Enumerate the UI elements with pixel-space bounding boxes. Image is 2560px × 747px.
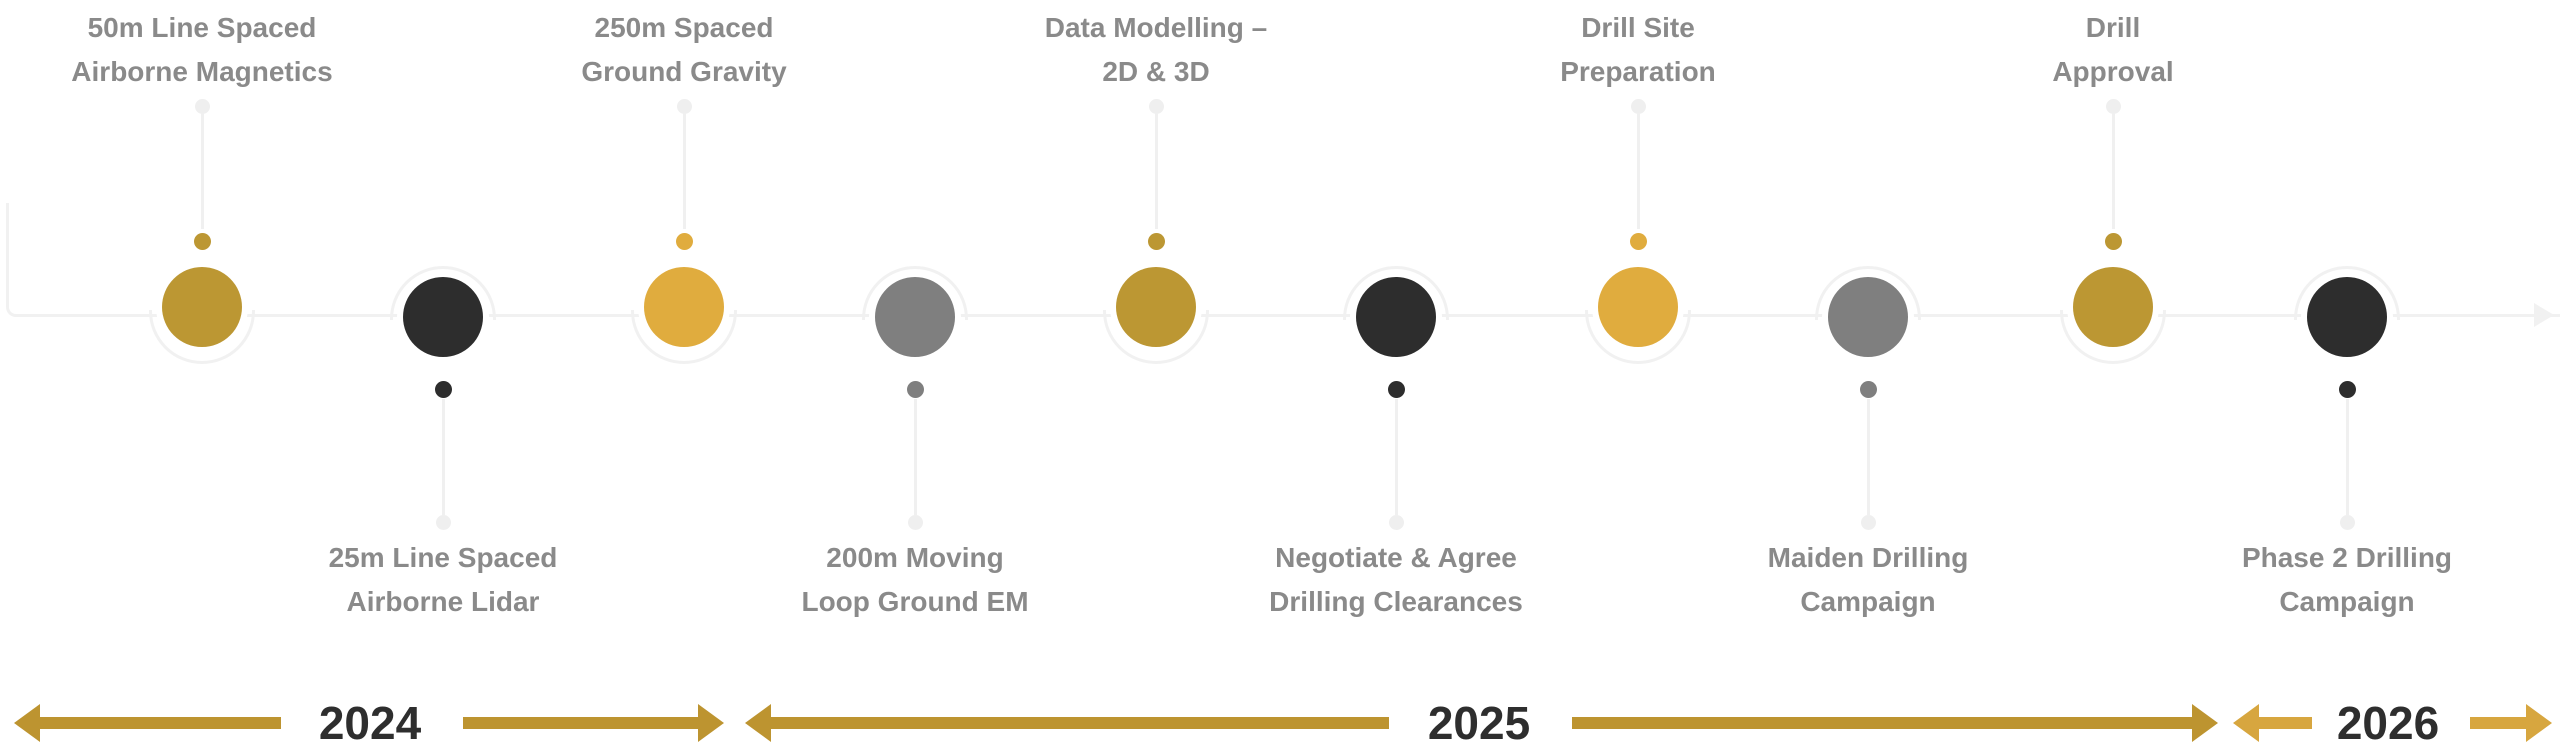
milestone-label: 25m Line Spaced Airborne Lidar bbox=[203, 536, 683, 624]
connector-line bbox=[682, 113, 686, 229]
milestone-node bbox=[1116, 267, 1196, 347]
connector-line bbox=[2111, 113, 2115, 229]
connector-end-dot bbox=[1148, 99, 1164, 114]
label-line-2: Preparation bbox=[1560, 56, 1716, 87]
milestone-label: 200m Moving Loop Ground EM bbox=[675, 536, 1155, 624]
milestone-node bbox=[2073, 267, 2153, 347]
milestone-label: Phase 2 Drilling Campaign bbox=[2107, 536, 2560, 624]
connector-line bbox=[441, 399, 445, 516]
arrow-shaft bbox=[463, 717, 698, 729]
milestone-label: Drill Approval bbox=[1873, 6, 2353, 94]
milestone-node bbox=[644, 267, 724, 347]
arrow-shaft bbox=[40, 717, 281, 729]
timeline-arrow-icon bbox=[2534, 303, 2554, 327]
milestone-node bbox=[403, 277, 483, 357]
label-line-1: 50m Line Spaced bbox=[87, 12, 317, 43]
arrow-head-right-icon bbox=[2192, 704, 2218, 742]
connector-end-dot bbox=[1860, 515, 1876, 530]
arrow-shaft bbox=[2470, 717, 2526, 729]
label-line-1: Data Modelling – bbox=[1044, 12, 1268, 43]
year-label: 2025 bbox=[1427, 697, 1531, 747]
connector-line bbox=[913, 399, 917, 516]
label-line-1: Phase 2 Drilling bbox=[2241, 542, 2453, 573]
milestone-dot bbox=[1859, 381, 1877, 398]
milestone-label: Data Modelling – 2D & 3D bbox=[916, 6, 1396, 94]
connector-end-dot bbox=[676, 99, 692, 114]
label-line-2: Campaign bbox=[1800, 586, 1936, 617]
milestone-node bbox=[875, 277, 955, 357]
label-line-2: Approval bbox=[2052, 56, 2174, 87]
label-line-2: Airborne Magnetics bbox=[71, 56, 333, 87]
label-line-2: 2D & 3D bbox=[1102, 56, 1210, 87]
milestone-label: Drill Site Preparation bbox=[1398, 6, 1878, 94]
milestone-dot bbox=[1629, 233, 1647, 250]
milestone-dot bbox=[1387, 381, 1405, 398]
label-line-1: 25m Line Spaced bbox=[328, 542, 558, 573]
year-label: 2024 bbox=[318, 697, 422, 747]
milestone-node bbox=[1828, 277, 1908, 357]
connector-end-dot bbox=[2105, 99, 2121, 114]
label-line-2: Campaign bbox=[2279, 586, 2415, 617]
arrow-head-left-icon bbox=[2233, 704, 2259, 742]
label-line-2: Airborne Lidar bbox=[346, 586, 540, 617]
arrow-head-right-icon bbox=[698, 704, 724, 742]
label-line-2: Loop Ground EM bbox=[801, 586, 1029, 617]
connector-line bbox=[200, 113, 204, 229]
milestone-label: Negotiate & Agree Drilling Clearances bbox=[1156, 536, 1636, 624]
label-line-1: Drill Site bbox=[1581, 12, 1695, 43]
connector-end-dot bbox=[194, 99, 210, 114]
year-label: 2026 bbox=[2336, 697, 2440, 747]
milestone-node bbox=[2307, 277, 2387, 357]
milestone-label: 250m Spaced Ground Gravity bbox=[444, 6, 924, 94]
milestone-label: 50m Line Spaced Airborne Magnetics bbox=[0, 6, 442, 94]
arrow-shaft bbox=[771, 717, 1389, 729]
label-line-1: Maiden Drilling bbox=[1767, 542, 1969, 573]
timeline-start-stub bbox=[6, 203, 49, 317]
milestone-dot bbox=[193, 233, 211, 250]
label-line-2: Drilling Clearances bbox=[1269, 586, 1523, 617]
connector-end-dot bbox=[435, 515, 451, 530]
connector-end-dot bbox=[1630, 99, 1646, 114]
connector-line bbox=[1636, 113, 1640, 229]
milestone-dot bbox=[1147, 233, 1165, 250]
connector-line bbox=[1154, 113, 1158, 229]
milestone-dot bbox=[2104, 233, 2122, 250]
label-line-2: Ground Gravity bbox=[581, 56, 787, 87]
connector-end-dot bbox=[2339, 515, 2355, 530]
connector-end-dot bbox=[907, 515, 923, 530]
milestone-dot bbox=[675, 233, 693, 250]
connector-line bbox=[2345, 399, 2349, 516]
arrow-shaft bbox=[2259, 717, 2312, 729]
label-line-1: 250m Spaced bbox=[594, 12, 774, 43]
label-line-1: 200m Moving bbox=[826, 542, 1004, 573]
arrow-head-left-icon bbox=[14, 704, 40, 742]
arrow-head-left-icon bbox=[745, 704, 771, 742]
arrow-head-right-icon bbox=[2526, 704, 2552, 742]
milestone-node bbox=[162, 267, 242, 347]
connector-line bbox=[1394, 399, 1398, 516]
connector-end-dot bbox=[1388, 515, 1404, 530]
timeline-line bbox=[40, 314, 2560, 317]
milestone-dot bbox=[906, 381, 924, 398]
milestone-node bbox=[1598, 267, 1678, 347]
milestone-node bbox=[1356, 277, 1436, 357]
arrow-shaft bbox=[1572, 717, 2192, 729]
label-line-1: Negotiate & Agree bbox=[1275, 542, 1517, 573]
milestone-label: Maiden Drilling Campaign bbox=[1628, 536, 2108, 624]
label-line-1: Drill bbox=[2085, 12, 2141, 43]
milestone-dot bbox=[434, 381, 452, 398]
connector-line bbox=[1866, 399, 1870, 516]
milestone-dot bbox=[2338, 381, 2356, 398]
